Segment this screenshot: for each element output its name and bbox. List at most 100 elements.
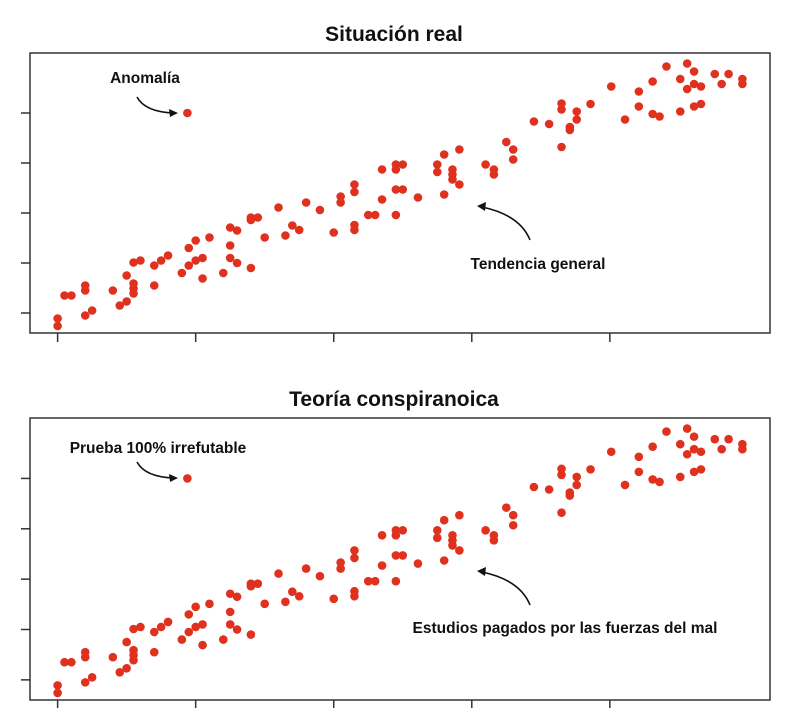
data-point — [689, 432, 699, 441]
data-point — [198, 620, 207, 629]
data-point — [350, 553, 359, 563]
data-point — [544, 485, 554, 494]
outlier-arrow — [136, 96, 175, 114]
data-point — [336, 564, 345, 573]
data-point — [205, 233, 214, 242]
data-point — [129, 258, 138, 267]
data-point — [682, 84, 692, 94]
data-point — [149, 261, 159, 270]
data-point — [198, 274, 207, 283]
data-point — [246, 630, 256, 639]
data-point — [205, 599, 214, 609]
data-point — [288, 221, 297, 230]
data-point — [329, 228, 339, 237]
data-point — [336, 558, 345, 567]
data-point — [370, 576, 380, 586]
data-point — [350, 546, 359, 555]
data-point — [391, 551, 401, 560]
data-point — [724, 69, 733, 79]
data-point — [149, 647, 159, 657]
data-point — [315, 205, 325, 215]
panel-teoria-conspiranoica: Teoría conspiranoica Prueba 100% irrefut… — [21, 388, 771, 708]
data-point — [634, 87, 644, 96]
data-point — [508, 145, 518, 154]
outlier-arrow — [136, 461, 175, 479]
data-point — [53, 321, 62, 331]
data-point — [391, 576, 401, 586]
data-point — [60, 657, 69, 667]
data-point — [225, 589, 235, 599]
data-point — [489, 536, 499, 545]
data-point — [606, 447, 616, 457]
data-point — [246, 263, 256, 273]
data-point — [156, 256, 166, 265]
data-point — [682, 449, 692, 459]
data-point — [439, 190, 449, 199]
data-point — [696, 82, 706, 91]
outlier-point — [183, 474, 192, 483]
data-point — [413, 559, 423, 568]
data-point — [108, 286, 118, 295]
data-point — [662, 427, 671, 436]
data-point — [136, 622, 145, 632]
data-point — [557, 508, 566, 517]
data-point — [439, 515, 449, 525]
data-point — [696, 99, 706, 109]
data-point — [218, 268, 228, 278]
data-point — [724, 434, 733, 444]
data-point — [648, 109, 657, 119]
plot-frame — [29, 52, 771, 334]
data-point — [481, 160, 490, 169]
data-point — [529, 482, 539, 492]
data-point — [675, 107, 685, 116]
data-point — [448, 175, 457, 184]
data-point — [455, 510, 464, 520]
data-point — [288, 587, 297, 597]
data-point — [246, 581, 256, 591]
data-point — [634, 452, 644, 462]
data-point — [565, 125, 575, 135]
data-point — [377, 531, 387, 540]
data-point — [115, 301, 125, 310]
data-point — [184, 627, 194, 637]
data-point — [634, 102, 644, 111]
data-point — [717, 79, 726, 89]
trend-annotation: Tendencia general — [471, 256, 606, 273]
data-point — [274, 203, 283, 212]
data-point — [689, 67, 699, 76]
data-point — [301, 564, 311, 573]
data-point — [122, 271, 131, 280]
data-point — [572, 115, 582, 124]
data-point — [391, 185, 401, 194]
data-point — [191, 236, 200, 245]
data-point — [177, 268, 187, 278]
data-point — [689, 467, 699, 477]
data-point — [648, 442, 657, 452]
data-point — [398, 160, 408, 169]
data-point — [350, 225, 359, 235]
data-point — [682, 424, 692, 433]
data-point — [253, 213, 263, 222]
data-point — [363, 210, 373, 220]
data-point — [398, 525, 408, 535]
data-point — [225, 607, 235, 617]
data-point — [398, 551, 408, 560]
data-point — [391, 531, 401, 540]
data-point — [315, 571, 325, 581]
data-point — [572, 480, 582, 490]
data-point — [225, 620, 235, 629]
data-point — [60, 291, 69, 300]
data-point — [586, 465, 595, 474]
data-point — [260, 233, 270, 242]
data-point — [529, 117, 539, 126]
data-point — [439, 150, 449, 159]
data-point — [260, 599, 270, 609]
data-point — [696, 465, 706, 474]
data-point — [655, 112, 664, 121]
data-point — [675, 74, 685, 84]
data-point — [432, 160, 442, 169]
data-point — [455, 180, 464, 189]
data-point — [738, 79, 747, 89]
data-point — [122, 297, 131, 306]
outlier-annotation: Anomalía — [110, 70, 180, 87]
